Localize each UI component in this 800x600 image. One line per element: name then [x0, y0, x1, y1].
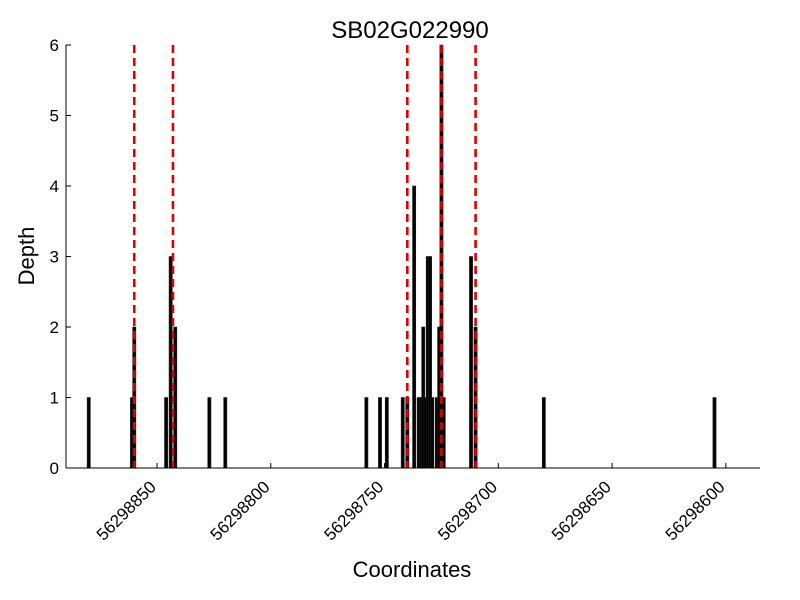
- bar: [405, 397, 410, 469]
- bar: [86, 397, 91, 469]
- bar: [164, 397, 169, 469]
- bar: [400, 397, 405, 469]
- y-tick-label: 6: [50, 36, 59, 55]
- y-tick-label: 1: [50, 389, 59, 408]
- y-tick-label: 5: [50, 107, 59, 126]
- y-tick-label: 3: [50, 248, 59, 267]
- y-tick-label: 4: [50, 177, 59, 196]
- y-tick-label: 0: [50, 459, 59, 478]
- bar: [712, 397, 717, 469]
- bar: [364, 397, 369, 469]
- bar: [378, 397, 382, 469]
- y-axis-label: Depth: [14, 227, 39, 286]
- bar: [441, 397, 446, 469]
- chart-title: SB02G022990: [331, 17, 488, 44]
- bar: [223, 397, 228, 469]
- bar: [430, 397, 435, 469]
- reference-lines-layer: [132, 45, 477, 468]
- bar: [469, 256, 473, 469]
- x-axis-label: Coordinates: [353, 557, 472, 582]
- bar: [541, 397, 546, 469]
- y-tick-label: 2: [50, 318, 59, 337]
- bar: [207, 397, 212, 469]
- bar: [384, 397, 389, 469]
- bar: [412, 185, 417, 469]
